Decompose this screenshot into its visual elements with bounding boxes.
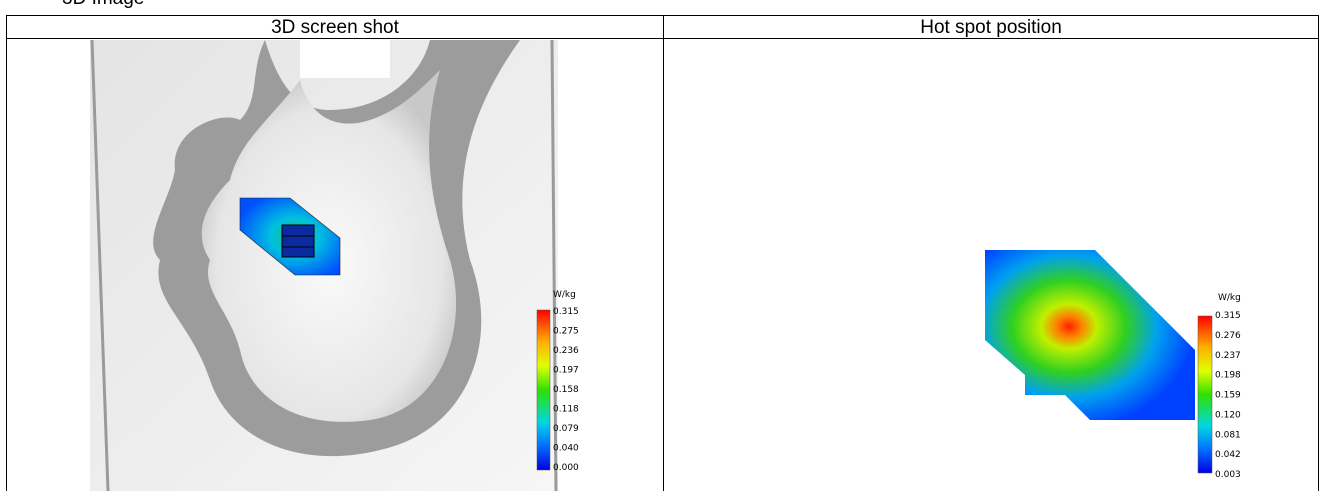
scale-label: 0.079	[553, 424, 579, 434]
scale-label: 0.237	[1215, 351, 1241, 361]
column-header: Hot spot position	[920, 17, 1062, 38]
scale-label: 0.236	[553, 346, 579, 356]
document: 3D Image 3D screen shot Hot spot positio…	[0, 0, 1328, 491]
scale-label: 0.081	[1215, 430, 1241, 440]
scale-label: 0.158	[553, 385, 579, 395]
page: 3D Image 3D screen shot Hot spot positio…	[0, 0, 1328, 491]
scale-label: 0.315	[1215, 311, 1241, 321]
scale-label: 0.003	[1215, 470, 1241, 480]
scale-label: 0.315	[553, 307, 579, 317]
hotspot-map	[985, 250, 1212, 473]
scale-label: 0.000	[553, 463, 579, 473]
scale-label: 0.197	[553, 366, 579, 376]
scale-label: 0.198	[1215, 371, 1241, 381]
scale-label: 0.120	[1215, 410, 1241, 420]
scale-label: 0.042	[1215, 450, 1241, 460]
scale-unit: W/kg	[1218, 293, 1241, 303]
section-title: 3D Image	[62, 0, 144, 9]
scale-label: 0.040	[553, 444, 579, 454]
screenshot-3d	[90, 40, 558, 491]
scale-label: 0.275	[553, 327, 579, 337]
scale-label: 0.118	[553, 405, 579, 415]
column-header: 3D screen shot	[271, 17, 400, 38]
scale-unit: W/kg	[553, 290, 576, 300]
scale-label: 0.159	[1215, 391, 1241, 401]
scale-label: 0.276	[1215, 331, 1241, 341]
